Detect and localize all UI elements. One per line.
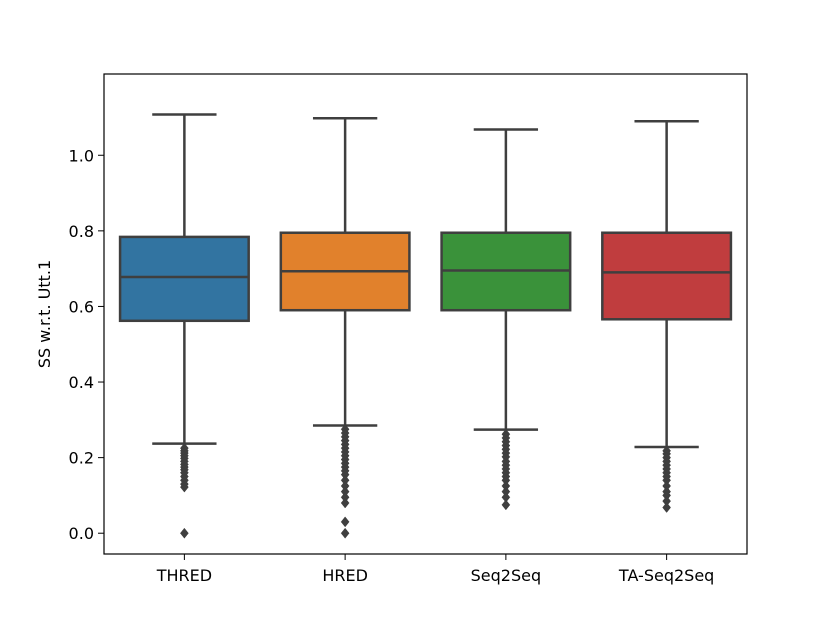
y-tick-label: 0.0	[69, 524, 94, 543]
boxes-layer	[118, 113, 733, 539]
y-axis: 0.0 0.2 0.4 0.6 0.8 1.0	[69, 146, 104, 543]
outlier-point	[501, 499, 511, 511]
y-tick-label: 0.6	[69, 297, 94, 316]
x-tick-label: Seq2Seq	[471, 566, 542, 585]
y-tick-label: 1.0	[69, 146, 94, 165]
x-axis: THRED HRED Seq2Seq TA-Seq2Seq	[156, 554, 714, 585]
iqr-box	[601, 231, 733, 321]
x-tick-label: TA-Seq2Seq	[618, 566, 714, 585]
iqr-box	[118, 235, 250, 323]
box-group	[601, 119, 733, 513]
x-tick-label: HRED	[322, 566, 368, 585]
y-tick-label: 0.8	[69, 222, 94, 241]
outlier-point	[340, 527, 350, 539]
box-group	[118, 113, 250, 539]
y-axis-label: SS w.r.t. Utt.1	[35, 260, 54, 368]
outlier-point	[662, 502, 671, 513]
y-tick-label: 0.2	[69, 449, 94, 468]
outlier-point	[340, 516, 350, 528]
outlier-point	[180, 481, 189, 493]
plot-frame	[103, 73, 748, 555]
outlier-point	[180, 527, 189, 539]
outlier-point	[340, 497, 350, 509]
box-group	[279, 116, 411, 539]
y-tick-label: 0.4	[69, 373, 94, 392]
x-tick-label: THRED	[156, 566, 212, 585]
box-group	[440, 128, 572, 511]
